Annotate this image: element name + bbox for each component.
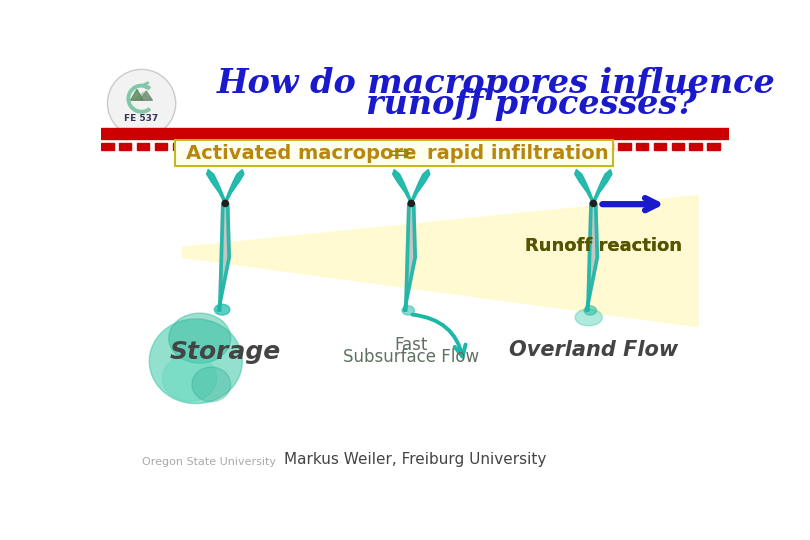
Polygon shape (594, 170, 612, 202)
Bar (369, 143, 381, 150)
Bar (279, 143, 292, 150)
Bar (297, 143, 309, 150)
Polygon shape (217, 204, 230, 311)
Text: Activated macropore: Activated macropore (185, 144, 416, 163)
Bar (707, 143, 720, 150)
Ellipse shape (402, 306, 415, 315)
Bar (582, 143, 595, 150)
Bar (529, 143, 541, 150)
Polygon shape (219, 204, 230, 311)
Bar (475, 143, 488, 150)
Text: Runoff reaction: Runoff reaction (525, 237, 682, 255)
Bar (315, 143, 327, 150)
Bar (351, 143, 363, 150)
Bar (618, 143, 630, 150)
Bar (137, 143, 149, 150)
Ellipse shape (584, 306, 596, 315)
Polygon shape (130, 90, 143, 100)
Polygon shape (225, 170, 244, 202)
Bar (333, 143, 345, 150)
Text: rapid infiltration: rapid infiltration (427, 144, 608, 163)
Polygon shape (586, 204, 592, 311)
Polygon shape (134, 92, 152, 100)
Text: Overland Flow: Overland Flow (509, 340, 678, 360)
Polygon shape (219, 204, 224, 311)
Text: Runoff reaction: Runoff reaction (525, 237, 682, 255)
Bar (565, 143, 577, 150)
Polygon shape (182, 195, 698, 327)
Bar (671, 143, 684, 150)
Bar (190, 143, 202, 150)
Polygon shape (207, 170, 225, 202)
Bar (119, 143, 131, 150)
Circle shape (108, 70, 176, 137)
Circle shape (408, 200, 415, 206)
Polygon shape (586, 204, 599, 311)
Ellipse shape (149, 319, 242, 403)
Bar (101, 143, 113, 150)
Text: FE 537: FE 537 (125, 114, 159, 123)
Bar (636, 143, 648, 150)
Bar (173, 143, 185, 150)
Bar (493, 143, 505, 150)
Text: Fast: Fast (394, 336, 428, 354)
Bar (600, 143, 612, 150)
Polygon shape (575, 170, 594, 202)
Circle shape (222, 200, 228, 206)
Bar (155, 143, 167, 150)
Ellipse shape (192, 367, 231, 402)
Bar (262, 143, 274, 150)
Ellipse shape (168, 313, 231, 363)
Bar (101, 128, 729, 139)
Text: Oregon State University: Oregon State University (142, 457, 275, 467)
Polygon shape (586, 204, 599, 311)
Circle shape (590, 200, 596, 206)
Bar (404, 143, 416, 150)
Bar (440, 143, 452, 150)
Polygon shape (411, 170, 430, 202)
Bar (175, 140, 612, 166)
Bar (208, 143, 220, 150)
Bar (654, 143, 666, 150)
Bar (458, 143, 470, 150)
Text: Subsurface Flow: Subsurface Flow (343, 348, 480, 366)
Polygon shape (405, 204, 416, 311)
Bar (386, 143, 399, 150)
Text: How do macropores influence: How do macropores influence (217, 67, 776, 100)
Polygon shape (403, 204, 416, 311)
Text: ⇒: ⇒ (389, 141, 410, 165)
Ellipse shape (215, 304, 230, 315)
Bar (244, 143, 256, 150)
Ellipse shape (163, 355, 217, 401)
Polygon shape (393, 170, 411, 202)
Bar (226, 143, 238, 150)
Bar (689, 143, 702, 150)
Bar (422, 143, 434, 150)
Ellipse shape (575, 309, 603, 326)
Bar (547, 143, 559, 150)
Text: runoff processes?: runoff processes? (366, 88, 697, 121)
Text: Storage: Storage (169, 340, 281, 364)
Bar (511, 143, 523, 150)
Polygon shape (140, 91, 152, 100)
Polygon shape (405, 204, 410, 311)
Text: Markus Weiler, Freiburg University: Markus Weiler, Freiburg University (284, 452, 546, 467)
